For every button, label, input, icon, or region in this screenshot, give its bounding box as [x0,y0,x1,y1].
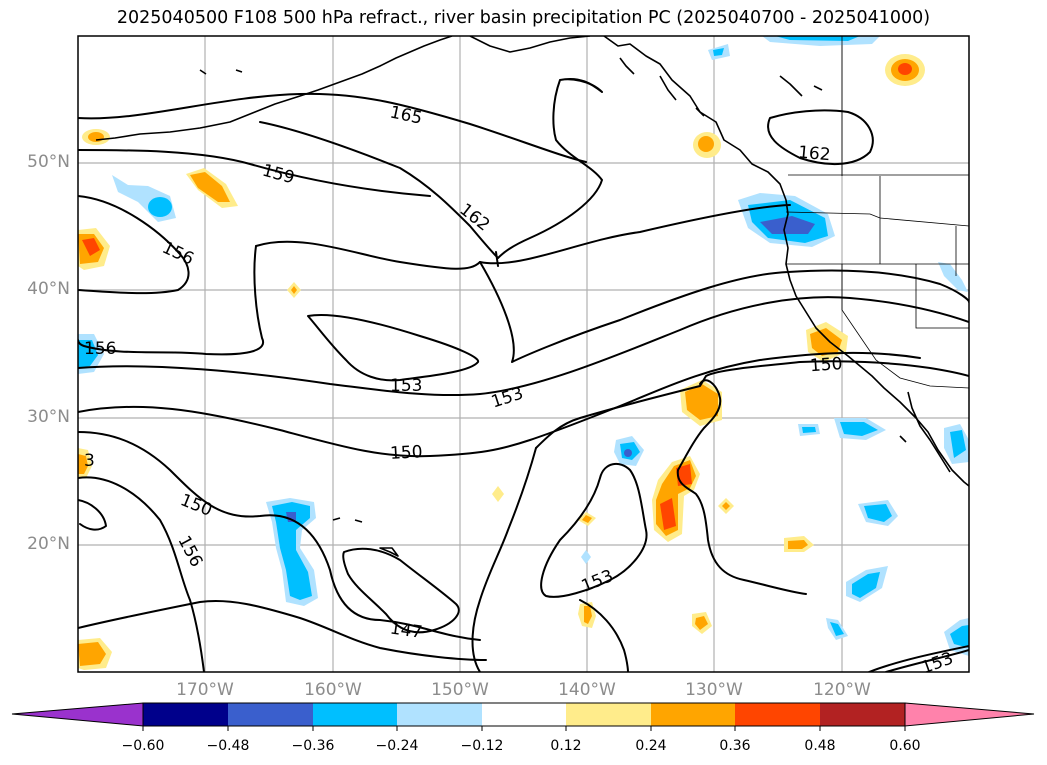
colorbar-segment [228,703,313,726]
neg-anomaly-area [840,422,878,436]
lat-label-50n: 50°N [27,152,70,172]
colorbar-segment [651,703,735,726]
pos-anomaly-area [695,616,708,630]
colorbar-tick-label: 0.60 [889,738,921,754]
neg-anomaly-area [864,504,892,522]
pos-anomaly-area [88,132,104,142]
contour-label: 153 [390,376,422,396]
colorbar-segment [313,703,397,726]
pos-anomaly-area [660,498,676,530]
neg-anomaly-area [78,340,98,368]
pos-anomaly-area [190,172,230,202]
colorbar-segment [820,703,905,726]
precip-shading [78,36,969,670]
neg-anomaly-area [148,197,172,217]
contour-label: 3 [84,451,95,471]
pos-anomaly-area [582,515,592,523]
pos-anomaly-area [685,384,718,420]
colorbar [11,702,1035,731]
pos-anomaly-area [898,63,912,75]
pos-anomaly-area [78,642,106,666]
colorbar-tick-label: 0.24 [635,738,667,754]
lat-label-40n: 40°N [27,279,70,299]
neg-anomaly-area [581,550,591,564]
lon-label-150w: 150°W [431,680,489,700]
lon-label-160w: 160°W [304,680,362,700]
pos-anomaly-area [810,328,842,356]
neg-anomaly-area [950,430,966,458]
political-borders [785,36,969,389]
colorbar-segment [735,703,820,726]
colorbar-tick-label: −0.12 [460,738,504,754]
colorbar-segment [143,703,228,726]
pos-anomaly-area [788,540,808,549]
colorbar-tick-label: 0.48 [804,738,836,754]
colorbar-segment [482,703,566,726]
lat-label-20n: 20°N [27,534,70,554]
lon-label-140w: 140°W [558,680,616,700]
pos-anomaly-area [492,486,504,502]
contour-label: 147 [389,619,424,643]
colorbar-tick-label: −0.60 [121,738,165,754]
pos-anomaly-area [584,606,592,624]
colorbar-tick-label: −0.36 [291,738,335,754]
neg-anomaly-area [830,622,844,636]
pos-anomaly-area [722,502,730,510]
neg-anomaly-area [624,449,632,457]
colorbar-tick-label: 0.12 [550,738,582,754]
colorbar-tick-label: −0.48 [206,738,250,754]
contour-label: 156 [84,339,116,359]
lon-label-120w: 120°W [813,680,871,700]
neg-anomaly-area [760,216,815,234]
neg-anomaly-area [713,48,724,56]
lon-label-130w: 130°W [685,680,743,700]
pos-anomaly-area [82,238,100,256]
contour-label: 150 [809,354,843,376]
colorbar-tick-label: −0.24 [375,738,419,754]
neg-anomaly-area [852,572,880,598]
lat-label-30n: 30°N [27,407,70,427]
neg-anomaly-area [272,502,312,600]
refractivity-contours [78,78,969,672]
neg-anomaly-area [950,625,969,648]
colorbar-tick-label: 0.36 [719,738,751,754]
neg-anomaly-area [802,427,816,433]
colorbar-extend-low [11,702,144,727]
map-border [77,35,970,673]
map-title: 2025040500 F108 500 hPa refract., river … [116,8,931,28]
colorbar-extend-high [904,702,1035,727]
neg-anomaly-area [775,36,860,41]
colorbar-segment [397,703,482,726]
colorbar-segment [566,703,651,726]
pos-anomaly-area [78,454,88,474]
lon-label-170w: 170°W [176,680,234,700]
contour-label: 162 [797,143,831,166]
neg-anomaly-area [938,262,968,292]
pos-anomaly-area [291,286,297,294]
contour-label: 150 [390,442,423,464]
pos-anomaly-area [698,136,714,152]
